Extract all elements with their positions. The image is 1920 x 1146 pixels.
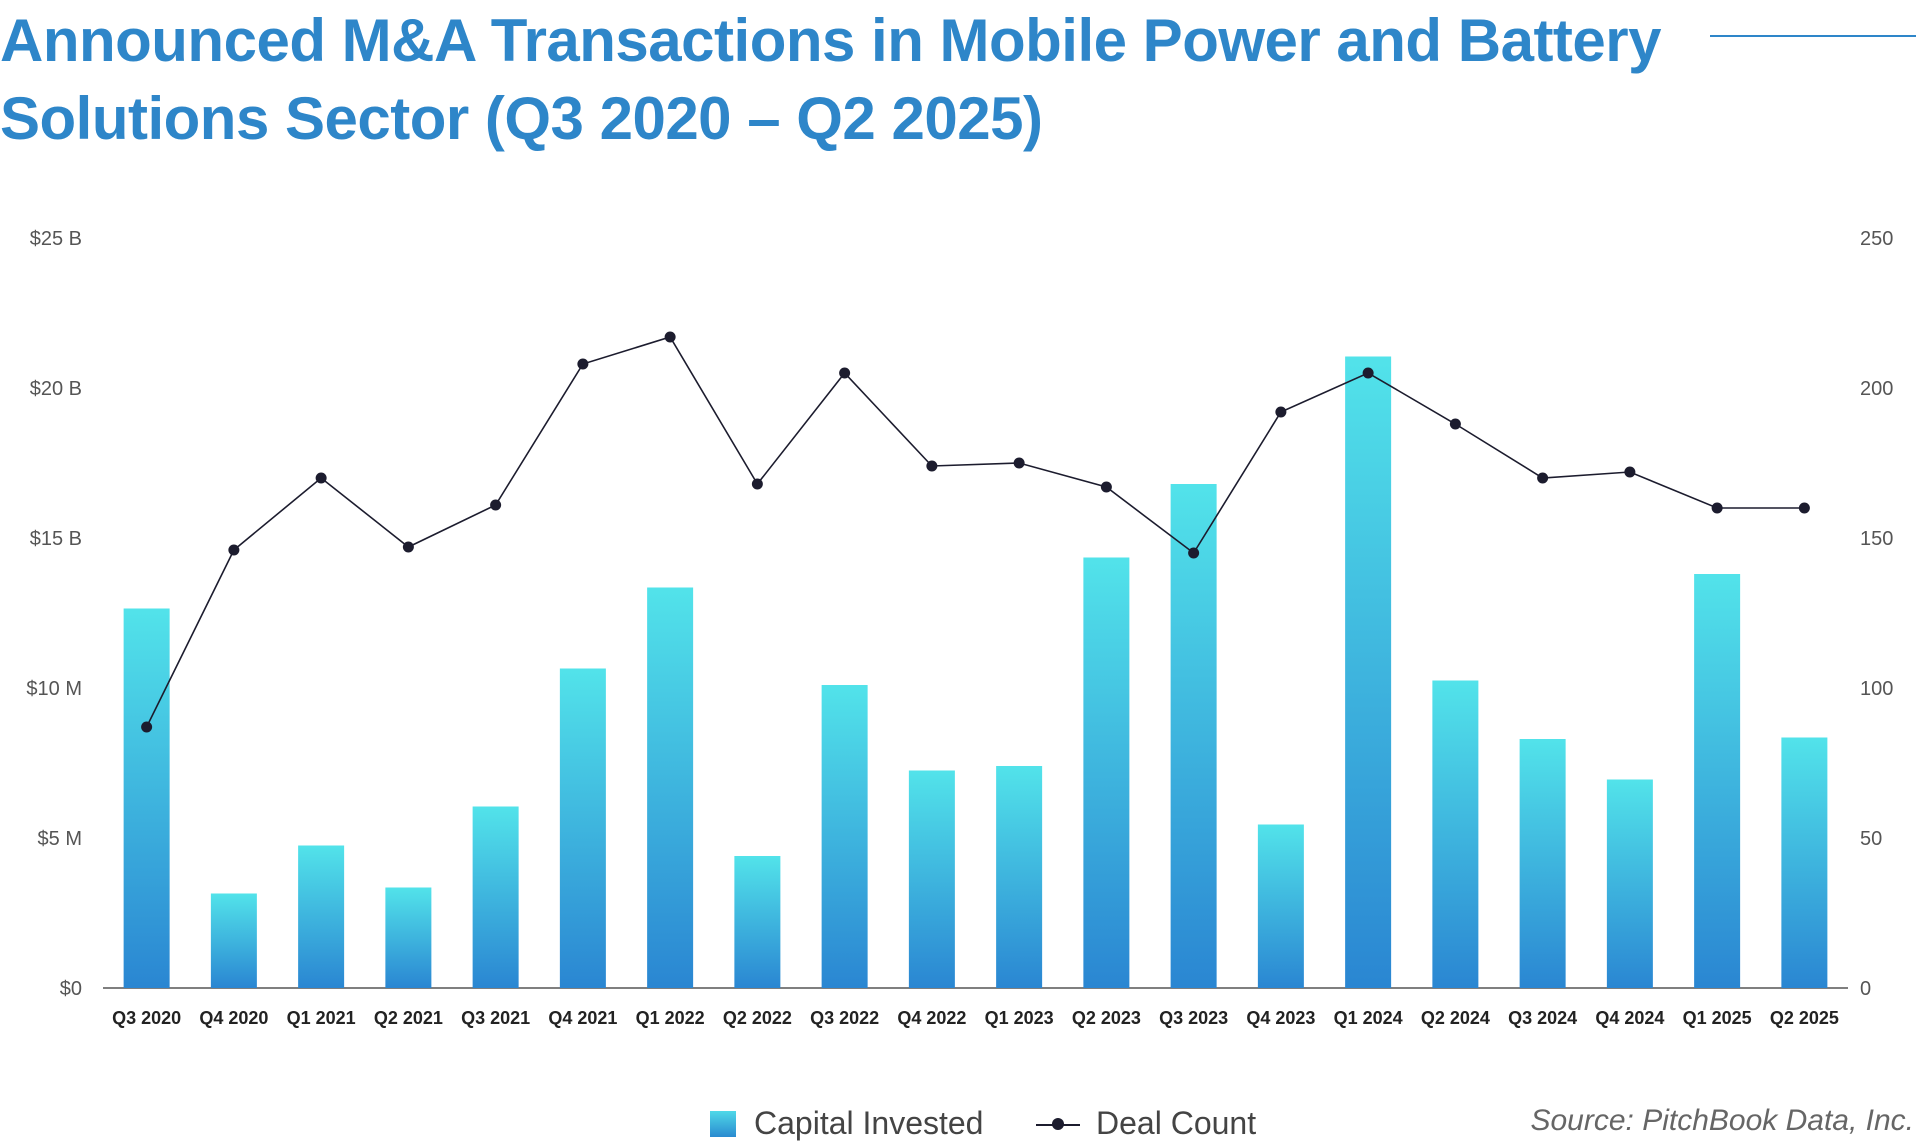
x-tick-label: Q3 2024 [1508,1008,1577,1028]
x-tick-label: Q3 2022 [810,1008,879,1028]
deal-count-point [1798,502,1810,514]
title-rule [1710,35,1916,37]
left-axis: $0 $5 M $10 M $15 B $20 B $25 B [26,228,82,1000]
deal-count-point [1449,418,1461,430]
capital-bar [385,887,432,988]
x-tick-label: Q1 2023 [985,1008,1054,1028]
deal-count-point [1537,472,1549,484]
x-tick-label: Q4 2024 [1595,1008,1664,1028]
left-tick-label: $10 M [26,678,82,700]
right-tick-label: 100 [1860,678,1893,700]
right-tick-label: 0 [1860,978,1871,1000]
capital-bar [210,893,257,988]
x-tick-label: Q1 2022 [636,1008,705,1028]
x-tick-label: Q3 2021 [461,1008,530,1028]
deal-count-point [1188,547,1200,559]
capital-bar [1345,356,1392,988]
combo-chart: $0 $5 M $10 M $15 B $20 B $25 B 0 50 100 150 200 2… [26,228,1893,1028]
capital-swatch-icon [710,1110,736,1137]
chart-title: Announced M&A Transactions in Mobile Pow… [0,7,1662,152]
x-tick-label: Q4 2022 [897,1008,966,1028]
deal-count-point [926,460,938,472]
left-tick-label: $0 [60,978,82,1000]
legend-item-capital: Capital Invested [710,1105,983,1142]
x-tick-label: Q1 2021 [287,1008,356,1028]
deal-count-point [490,499,502,511]
right-tick-label: 50 [1860,828,1882,850]
x-tick-label: Q3 2020 [112,1008,181,1028]
deal-count-line [145,336,1805,728]
deal-count-point [228,544,240,556]
capital-bar [996,766,1043,988]
deal-count-series [141,331,1810,733]
left-tick-label: $25 B [30,228,82,250]
capital-bar [1170,484,1217,988]
deal-count-point [1624,466,1636,478]
deal-count-point [664,331,676,343]
deal-count-point [1013,457,1025,469]
capital-bar [472,806,519,988]
capital-bar [1694,574,1741,988]
legend-label-deals: Deal Count [1096,1105,1257,1141]
deal-count-point [1362,367,1374,379]
capital-bar [298,845,345,988]
x-tick-label: Q2 2021 [374,1008,443,1028]
x-tick-label: Q4 2020 [199,1008,268,1028]
x-tick-label: Q4 2023 [1246,1008,1315,1028]
x-tick-label: Q1 2025 [1683,1008,1752,1028]
legend-label-capital: Capital Invested [754,1105,984,1141]
deal-count-point [315,472,327,484]
capital-bar [1606,779,1653,988]
deal-count-point [839,367,851,379]
deal-count-point [1711,502,1723,514]
x-tick-label: Q2 2025 [1770,1008,1839,1028]
capital-bar [908,770,955,988]
right-tick-label: 200 [1860,378,1893,400]
capital-bar [821,685,868,988]
capital-bar [1432,680,1479,988]
x-tick-label: Q3 2023 [1159,1008,1228,1028]
legend: Capital Invested Deal Count [0,1105,1920,1145]
deal-count-point [1275,406,1287,418]
capital-bar [1083,557,1130,988]
line-marker-icon [1036,1111,1080,1137]
x-tick-label: Q2 2024 [1421,1008,1490,1028]
right-axis: 0 50 100 150 200 250 [1860,228,1893,1000]
source-note: Source: PitchBook Data, Inc. [1530,1104,1914,1137]
capital-bar [123,608,170,988]
x-tick-label: Q4 2021 [548,1008,617,1028]
deal-count-point [402,541,414,553]
legend-item-deals: Deal Count [1036,1105,1256,1142]
x-tick-label: Q2 2023 [1072,1008,1141,1028]
capital-bar [1257,824,1304,988]
deal-count-point [751,478,763,490]
left-tick-label: $20 B [30,378,82,400]
left-tick-label: $15 B [30,528,82,550]
capital-invested-series [123,356,1828,988]
deal-count-point [141,721,153,733]
right-tick-label: 150 [1860,528,1893,550]
deal-count-point [1100,481,1112,493]
left-tick-label: $5 M [38,828,82,850]
capital-bar [559,668,606,988]
x-tick-label: Q1 2024 [1334,1008,1403,1028]
capital-bar [734,856,781,988]
right-tick-label: 250 [1860,228,1893,250]
deal-count-point [577,358,589,370]
capital-bar [1519,739,1566,988]
x-tick-label: Q2 2022 [723,1008,792,1028]
capital-bar [1781,737,1828,988]
capital-bar [647,587,694,988]
x-axis: Q3 2020 Q4 2020 Q1 2021 Q2 2021 Q3 2021 Q4 20… [112,1008,1839,1028]
